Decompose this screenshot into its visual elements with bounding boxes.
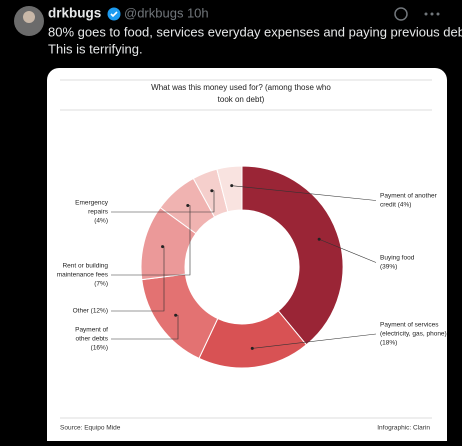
slice-label: Emergency [75,200,109,207]
slice-label: repairs [88,209,109,216]
leader-dot [317,237,321,241]
slice-label: (39%) [380,264,397,271]
user-handle[interactable]: @drkbugs [124,5,184,20]
chart-title: What was this money used for? (among tho… [151,83,331,92]
leader-dot [210,189,214,193]
slice-label: Payment of [75,327,108,334]
slice-label: (16%) [91,345,108,352]
slice-label: other debts [75,336,108,343]
avatar-face [23,11,35,23]
leader-dot [186,203,190,207]
slice-label: Rent or building [62,263,108,270]
slice-label: credit (4%) [380,202,411,209]
image-card[interactable] [47,68,447,446]
slice-label: (7%) [94,281,108,288]
slice-label: (electricity, gas, phone) [380,331,447,338]
leader-dot [230,184,234,188]
credit: Infographic: Clarin [377,425,430,432]
slice-label: Buying food [380,255,415,262]
leader-dot [174,313,178,317]
more-menu[interactable] [424,12,440,16]
slice-label: Other (12%) [73,308,108,315]
donut-slice [216,165,243,213]
leader-dot [161,245,165,249]
tweet-text: This is terrifying. [48,41,143,56]
leader-line [319,238,377,263]
slice-label: (4%) [94,218,108,225]
slice-label: Payment of another [380,193,438,200]
user-name[interactable]: drkbugs [48,6,101,21]
leader-line [252,333,377,349]
source: Source: Equipo Mide [60,425,121,432]
donut-slice [241,165,344,346]
verified-check [110,11,118,18]
slice-label: Payment of services [380,322,439,329]
post-time[interactable]: · 10h [179,5,209,20]
grok-icon[interactable] [394,7,408,21]
leader-line [231,185,377,201]
leader-dot [250,346,254,350]
tweet-text: 80% goes to food, services everyday expe… [48,24,462,39]
chart-title: took on debt) [218,95,265,104]
slice-label: maintenance fees [57,272,109,279]
slice-label: (18%) [380,340,397,347]
